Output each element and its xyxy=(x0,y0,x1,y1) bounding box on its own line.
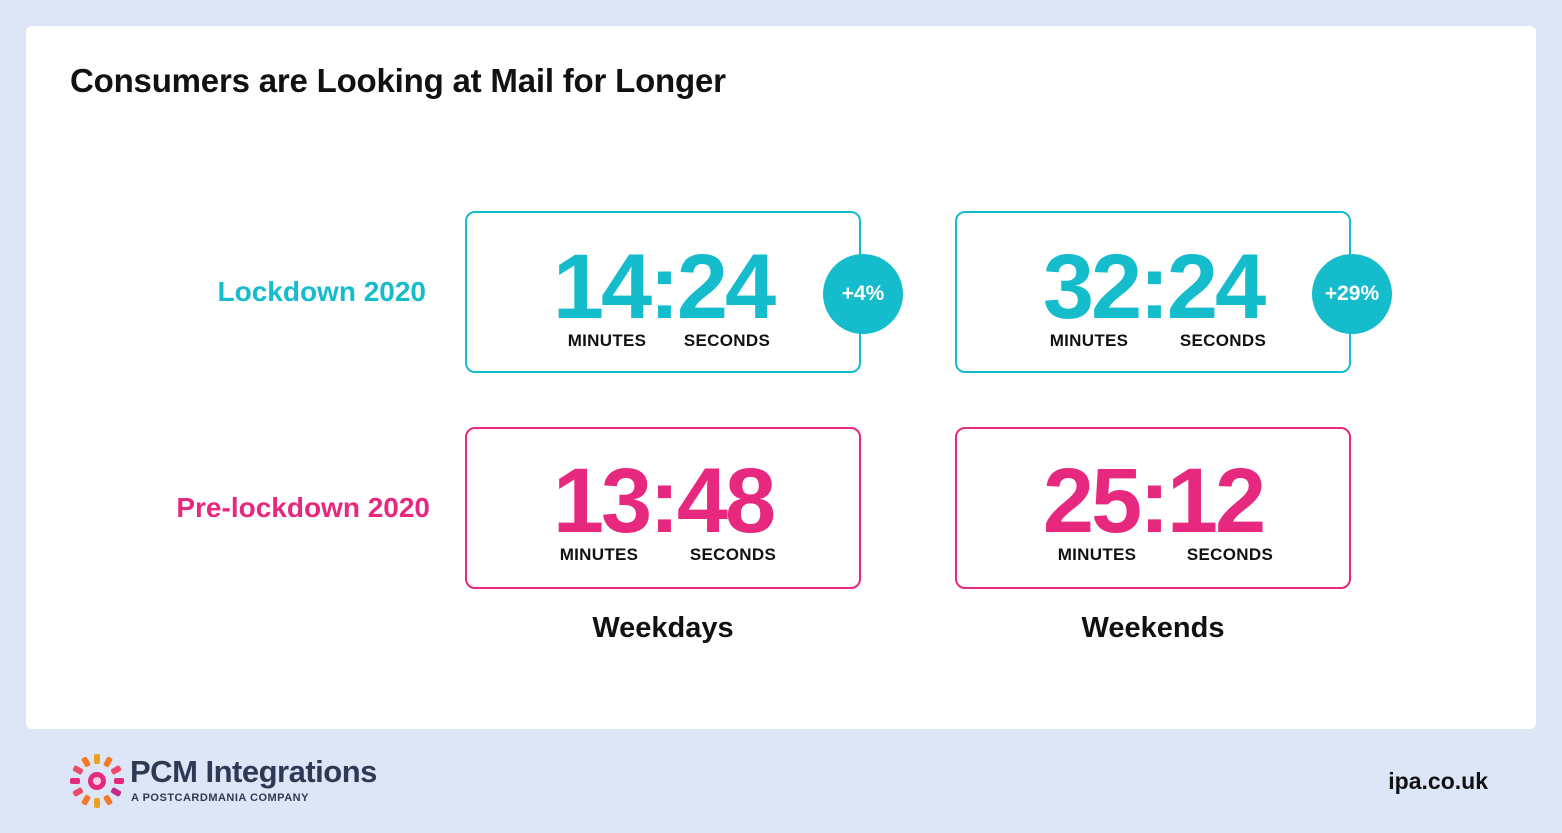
time-box-prelockdown-weekends: 25:12 MINUTES SECONDS xyxy=(955,427,1351,589)
column-label-weekends: Weekends xyxy=(1081,612,1225,644)
row-label-lockdown: Lockdown 2020 xyxy=(217,276,426,307)
change-badge-lockdown-weekdays: +4% xyxy=(823,254,903,334)
minutes-label: MINUTES xyxy=(559,545,639,564)
time-value: 25:12 xyxy=(1042,450,1266,552)
site-url: ipa.co.uk xyxy=(1388,768,1488,794)
brand-name: PCM Integrations xyxy=(130,754,377,789)
minutes-label: MINUTES xyxy=(1049,331,1129,350)
time-box-lockdown-weekdays: 14:24 MINUTES SECONDS xyxy=(465,211,861,373)
time-value: 14:24 xyxy=(552,236,776,338)
time-value: 13:48 xyxy=(552,450,776,552)
content-card xyxy=(26,26,1536,729)
pcm-logo-icon xyxy=(70,754,124,808)
seconds-label: SECONDS xyxy=(1179,331,1267,350)
time-box-prelockdown-weekdays: 13:48 MINUTES SECONDS xyxy=(465,427,861,589)
change-badge-lockdown-weekends: +29% xyxy=(1312,254,1392,334)
column-label-weekdays: Weekdays xyxy=(592,612,734,644)
seconds-label: SECONDS xyxy=(683,331,771,350)
time-box-lockdown-weekends: 32:24 MINUTES SECONDS xyxy=(955,211,1351,373)
seconds-label: SECONDS xyxy=(689,545,777,564)
row-label-prelockdown: Pre-lockdown 2020 xyxy=(176,492,430,523)
minutes-label: MINUTES xyxy=(567,331,647,350)
time-value: 32:24 xyxy=(1042,236,1266,338)
minutes-label: MINUTES xyxy=(1057,545,1137,564)
page-title: Consumers are Looking at Mail for Longer xyxy=(70,62,726,99)
brand-tagline: A POSTCARDMANIA COMPANY xyxy=(131,792,309,804)
seconds-label: SECONDS xyxy=(1186,545,1274,564)
